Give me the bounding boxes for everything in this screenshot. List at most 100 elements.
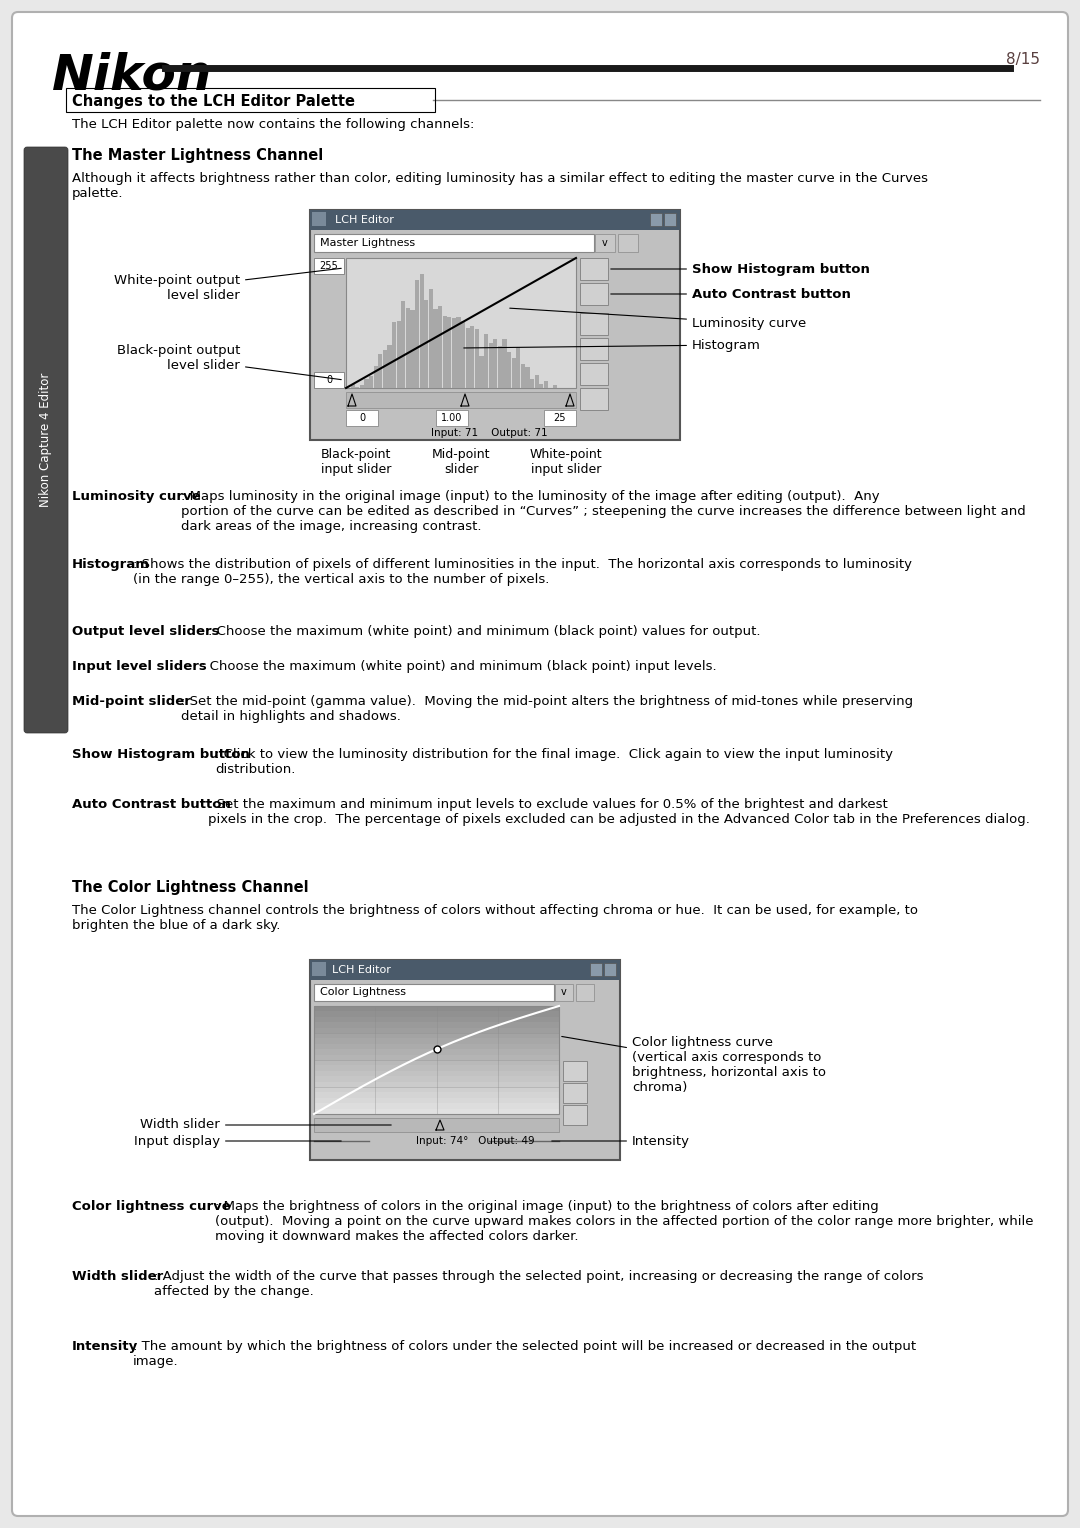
Bar <box>563 1083 588 1103</box>
Bar <box>525 367 529 388</box>
FancyBboxPatch shape <box>24 147 68 733</box>
Bar <box>374 365 378 388</box>
Bar <box>314 1005 559 1012</box>
Bar <box>382 350 387 388</box>
Bar <box>346 393 576 408</box>
Bar <box>314 1118 559 1132</box>
Bar <box>429 289 433 388</box>
Bar <box>314 1016 559 1022</box>
Bar <box>470 325 474 388</box>
Text: Changes to the LCH Editor Palette: Changes to the LCH Editor Palette <box>72 95 355 108</box>
Bar <box>314 1109 559 1114</box>
Bar <box>521 364 525 388</box>
Text: Intensity: Intensity <box>552 1134 690 1148</box>
Text: Color lightness curve: Color lightness curve <box>72 1199 231 1213</box>
Bar <box>346 410 378 426</box>
Bar <box>590 963 602 976</box>
Bar <box>451 318 456 388</box>
Text: 255: 255 <box>320 261 338 270</box>
Bar <box>516 347 521 388</box>
Bar <box>314 1060 559 1067</box>
Bar <box>388 345 392 388</box>
Bar <box>580 364 608 385</box>
Bar <box>539 384 543 388</box>
Bar <box>314 1028 559 1033</box>
Text: Nikon: Nikon <box>52 52 213 99</box>
Bar <box>406 307 410 388</box>
Text: Mid-point
slider: Mid-point slider <box>432 448 490 477</box>
Bar <box>535 374 539 388</box>
Text: The LCH Editor palette now contains the following channels:: The LCH Editor palette now contains the … <box>72 118 474 131</box>
Bar <box>563 1060 588 1080</box>
Bar <box>314 1050 559 1056</box>
FancyBboxPatch shape <box>12 12 1068 1516</box>
Bar <box>314 371 345 388</box>
Text: : The amount by which the brightness of colors under the selected point will be : : The amount by which the brightness of … <box>133 1340 916 1368</box>
Text: Auto Contrast button: Auto Contrast button <box>611 287 851 301</box>
Bar <box>314 1076 559 1082</box>
Text: Histogram: Histogram <box>72 558 150 571</box>
Text: Histogram: Histogram <box>463 339 761 351</box>
Bar <box>310 209 680 231</box>
Bar <box>555 984 573 1001</box>
Text: The Master Lightness Channel: The Master Lightness Channel <box>72 148 323 163</box>
Bar <box>401 301 405 388</box>
Text: : Click to view the luminosity distribution for the final image.  Click again to: : Click to view the luminosity distribut… <box>215 749 893 776</box>
Text: White-point
input slider: White-point input slider <box>529 448 603 477</box>
Text: Black-point
input slider: Black-point input slider <box>321 448 391 477</box>
Bar <box>447 316 451 388</box>
Bar <box>378 354 382 388</box>
Text: 0: 0 <box>326 374 332 385</box>
Bar <box>498 345 502 388</box>
Text: Mid-point slider: Mid-point slider <box>72 695 191 707</box>
Bar <box>314 984 554 1001</box>
Text: Nikon Capture 4 Editor: Nikon Capture 4 Editor <box>40 373 53 507</box>
Bar <box>530 379 535 388</box>
Bar <box>436 410 468 426</box>
Bar <box>415 280 419 388</box>
Bar <box>494 339 498 388</box>
Text: LCH Editor: LCH Editor <box>332 966 391 975</box>
Bar <box>512 358 516 388</box>
Text: Color lightness curve
(vertical axis corresponds to
brightness, horizontal axis : Color lightness curve (vertical axis cor… <box>562 1036 826 1094</box>
Bar <box>563 1105 588 1125</box>
Bar <box>314 1054 559 1060</box>
Bar <box>314 258 345 274</box>
Text: : Adjust the width of the curve that passes through the selected point, increasi: : Adjust the width of the curve that pas… <box>153 1270 923 1297</box>
Text: 0: 0 <box>359 413 365 423</box>
Text: LCH Editor: LCH Editor <box>335 215 394 225</box>
Text: Luminosity curve: Luminosity curve <box>510 309 807 330</box>
Bar <box>580 313 608 335</box>
Text: Show Histogram button: Show Histogram button <box>611 263 869 275</box>
Bar <box>351 384 355 388</box>
Bar <box>484 335 488 388</box>
Bar <box>314 1097 559 1103</box>
Bar <box>420 274 423 388</box>
Bar <box>480 356 484 388</box>
Bar <box>595 234 615 252</box>
Bar <box>443 316 447 388</box>
Text: Luminosity curve: Luminosity curve <box>72 490 201 503</box>
Text: : Choose the maximum (white point) and minimum (black point) values for output.: : Choose the maximum (white point) and m… <box>208 625 760 639</box>
Bar <box>488 344 492 388</box>
Bar <box>502 339 507 388</box>
Text: : Set the maximum and minimum input levels to exclude values for 0.5% of the bri: : Set the maximum and minimum input leve… <box>208 798 1030 827</box>
Bar <box>314 1093 559 1099</box>
Text: 1.00: 1.00 <box>442 413 462 423</box>
Text: : Shows the distribution of pixels of different luminosities in the input.  The : : Shows the distribution of pixels of di… <box>133 558 913 587</box>
FancyBboxPatch shape <box>310 209 680 440</box>
Text: Input display: Input display <box>134 1134 341 1148</box>
Bar <box>424 299 429 388</box>
Text: Although it affects brightness rather than color, editing luminosity has a simil: Although it affects brightness rather th… <box>72 173 928 200</box>
Bar <box>314 1044 559 1050</box>
Text: Width slider: Width slider <box>72 1270 163 1284</box>
Bar <box>544 410 576 426</box>
Bar <box>314 1082 559 1088</box>
Text: : Maps the brightness of colors in the original image (input) to the brightness : : Maps the brightness of colors in the o… <box>215 1199 1034 1242</box>
Bar <box>314 1022 559 1028</box>
Bar <box>580 388 608 410</box>
Bar <box>314 1065 559 1071</box>
Bar <box>314 1033 559 1039</box>
Text: Output level sliders: Output level sliders <box>72 625 219 639</box>
Text: 8/15: 8/15 <box>1005 52 1040 67</box>
